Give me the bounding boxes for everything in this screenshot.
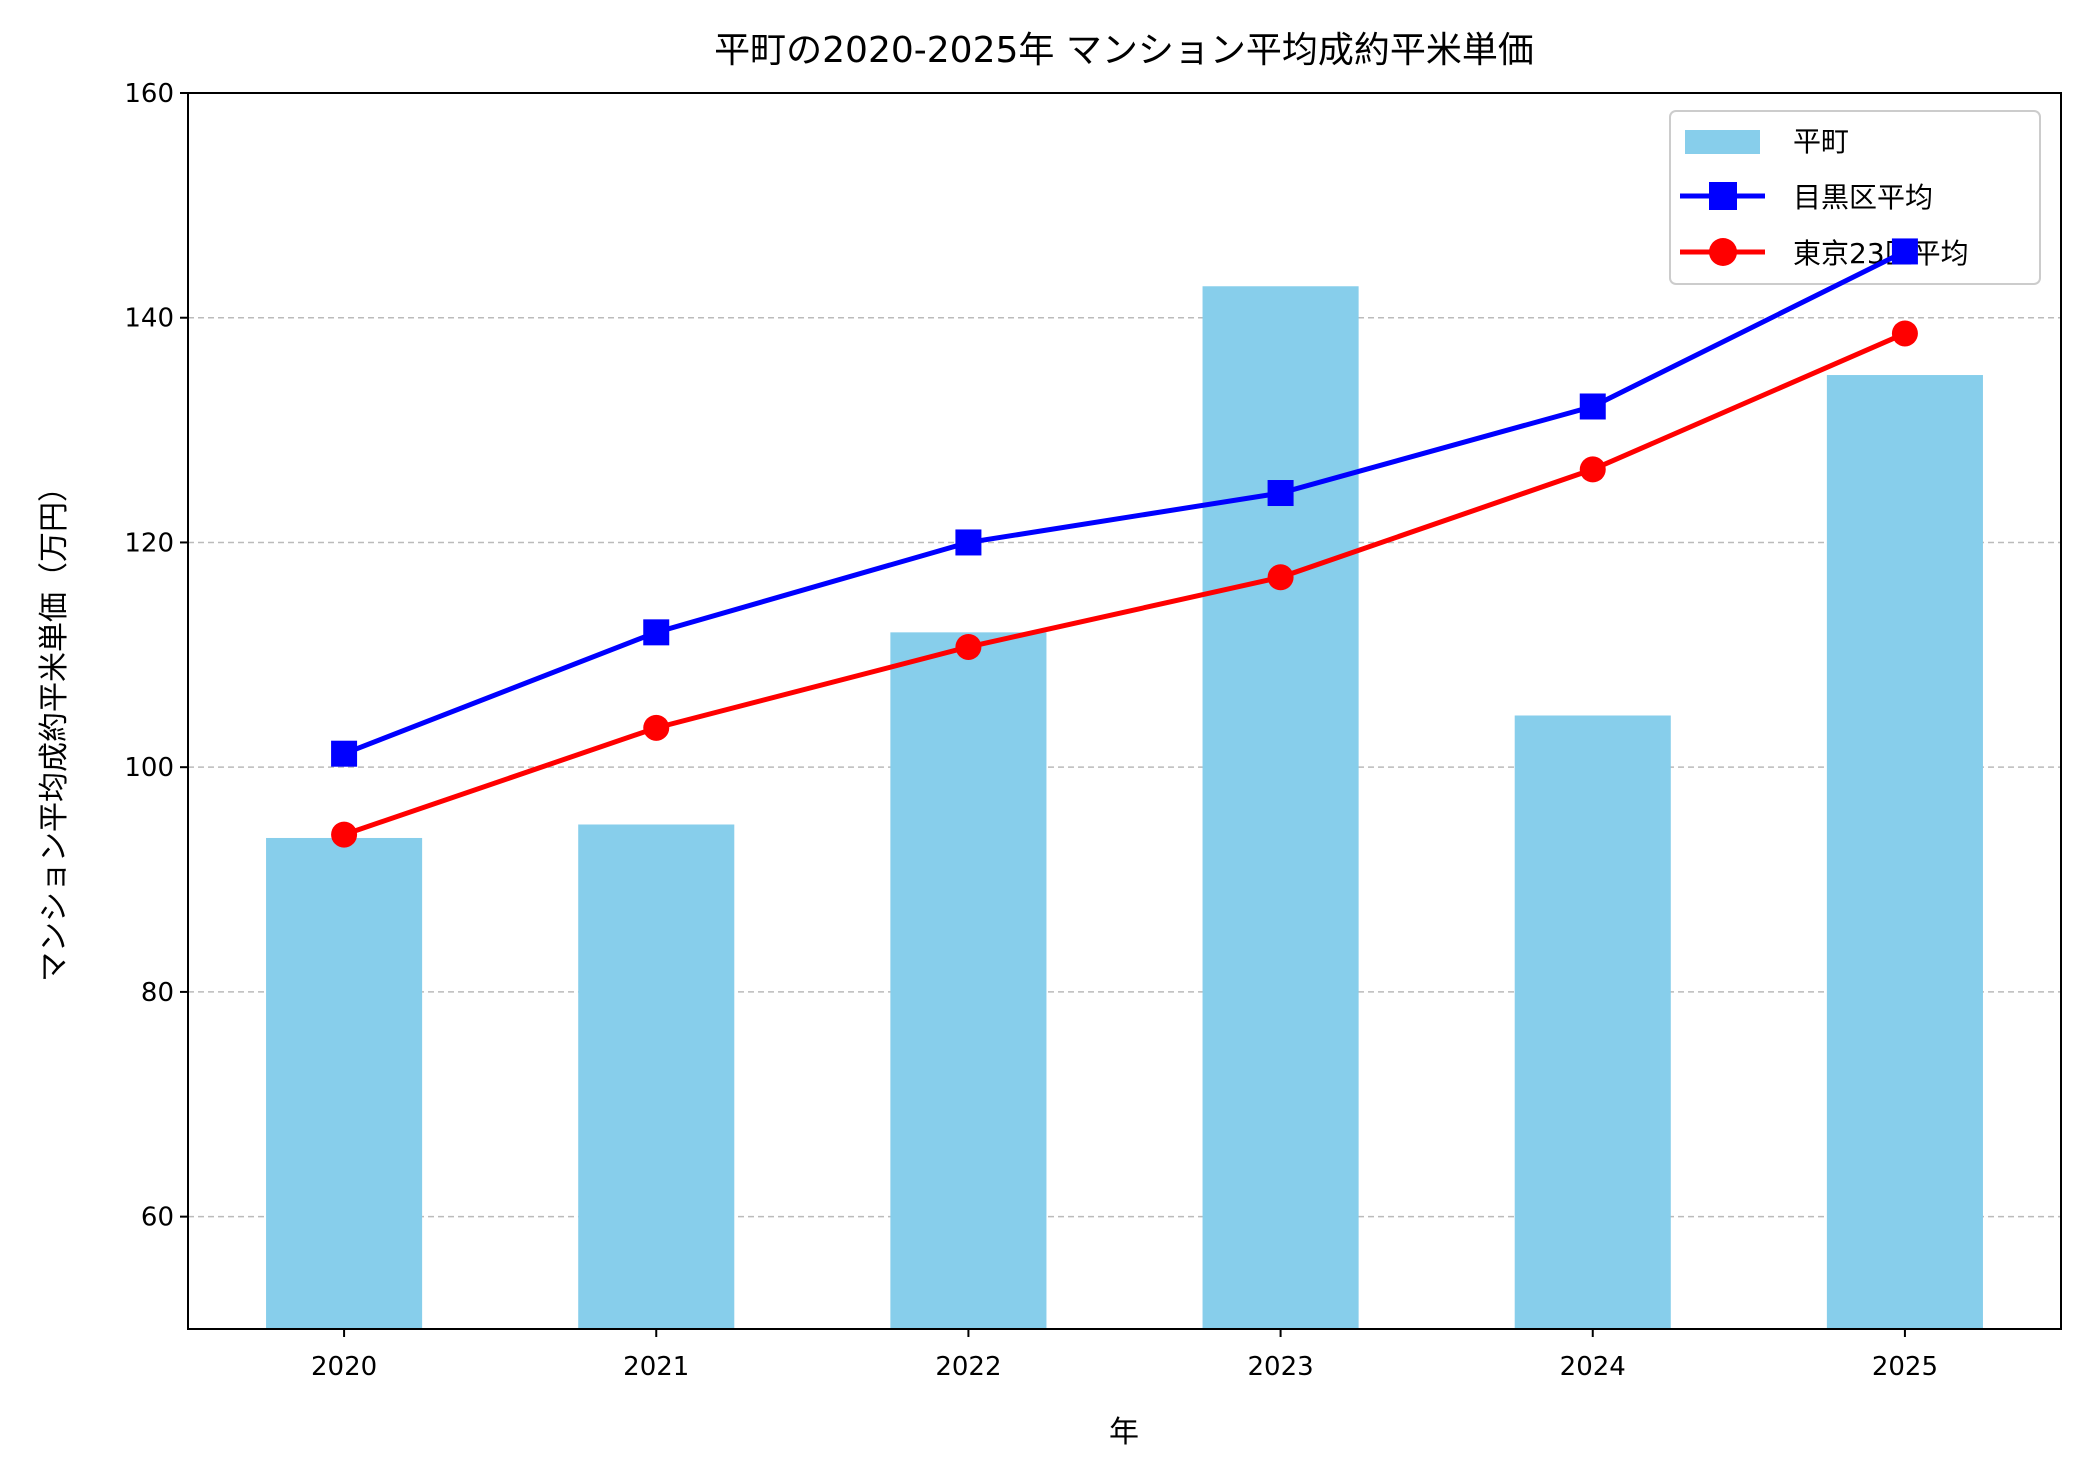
bar-2023 [1202,286,1359,1330]
y-tick-label: 80 [141,978,174,1008]
circle-marker-2023 [1267,564,1294,591]
legend: 平町 目黒区平均 東京23区平均 [1669,110,2041,285]
y-ticks: 60 80 100 120 140 160 [124,79,188,1233]
bar-2022 [890,632,1047,1329]
x-tick-label: 2022 [935,1352,1001,1382]
square-marker-2022 [955,529,982,556]
x-tick-label: 2024 [1560,1352,1626,1382]
bar-2025 [1826,375,1983,1329]
x-tick-label: 2023 [1247,1352,1313,1382]
bar-2020 [266,837,423,1329]
y-tick-label: 100 [124,753,174,783]
square-marker-2020 [331,740,358,767]
y-axis-label: マンション平均成約平米単価（万円） [37,472,72,982]
square-marker-2024 [1579,393,1606,420]
lines [331,238,1918,848]
legend-frame [1669,110,2041,285]
x-tick-label: 2025 [1872,1352,1938,1382]
bar-2024 [1514,715,1671,1329]
square-marker-2025 [1891,238,1918,265]
y-tick-label: 140 [124,304,174,334]
x-ticks: 2020 2021 2022 2023 2024 2025 [311,1329,1938,1382]
y-tick-label: 60 [141,1203,174,1233]
x-tick-label: 2021 [623,1352,689,1382]
grid [188,316,2061,1218]
square-marker-2023 [1267,480,1294,507]
y-tick-label: 120 [124,528,174,558]
circle-marker-2021 [643,714,670,741]
circle-marker-2024 [1579,456,1606,483]
legend-label-bar: 平町 [1793,125,1849,158]
legend-label-blue: 目黒区平均 [1793,181,1933,214]
circle-marker-2022 [955,633,982,660]
square-marker-2021 [643,619,670,646]
chart-title: 平町の2020-2025年 マンション平均成約平米単価 [714,30,1534,71]
legend-swatch-red-marker [1709,238,1737,266]
circle-marker-2025 [1891,320,1918,347]
circle-marker-2020 [331,821,358,848]
series-line-2 [343,331,1906,837]
legend-swatch-bar [1685,130,1760,154]
bar-2021 [578,824,735,1329]
legend-swatch-blue-marker [1709,182,1737,210]
bars [266,286,1983,1330]
y-tick-label: 160 [124,79,174,109]
series-line-1 [343,249,1907,757]
x-tick-label: 2020 [311,1352,377,1382]
x-axis-label: 年 [1109,1415,1139,1450]
axes-frame [187,92,2062,1330]
